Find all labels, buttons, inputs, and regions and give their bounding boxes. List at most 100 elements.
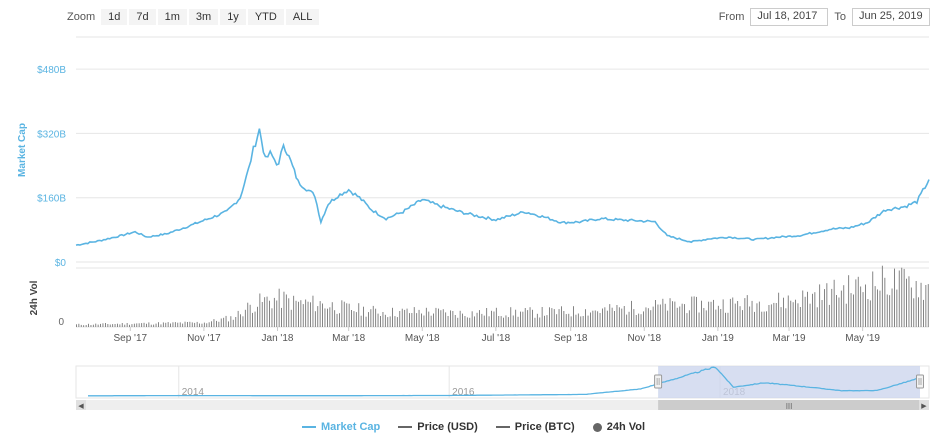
volume-bar [435, 307, 437, 327]
x-tick-label: Nov '18 [627, 333, 661, 344]
volume-bar [158, 322, 159, 327]
volume-bar [351, 310, 352, 327]
volume-bar [423, 315, 425, 327]
volume-bar [742, 310, 743, 327]
zoom-1m-button[interactable]: 1m [157, 9, 187, 25]
zoom-ytd-button[interactable]: YTD [247, 9, 284, 25]
navigator-tick-label: 2016 [452, 387, 475, 398]
volume-bar [293, 295, 295, 327]
volume-bar [790, 300, 792, 327]
volume-bar [853, 294, 854, 327]
zoom-7d-button[interactable]: 7d [129, 9, 156, 25]
scrollbar-thumb [658, 400, 920, 410]
volume-bar [317, 306, 319, 327]
market-cap-swatch [301, 426, 316, 428]
zoom-label: Zoom [67, 11, 96, 23]
x-tick-label: Mar '19 [773, 333, 806, 344]
volume-bar [76, 324, 77, 327]
volume-bar [563, 311, 565, 327]
volume-bar [252, 312, 253, 327]
volume-bar [507, 317, 509, 327]
volume-bar [580, 316, 582, 327]
volume-bar [211, 321, 212, 327]
volume-bar [809, 303, 811, 327]
volume-bar [611, 307, 613, 327]
volume-bar [191, 322, 193, 327]
volume-bar [119, 324, 121, 327]
volume-bar [290, 309, 292, 327]
zoom-1d-button[interactable]: 1d [101, 9, 128, 25]
scrollbar-left-button [76, 400, 86, 410]
volume-bar [503, 317, 504, 327]
navigator-left-handle [654, 374, 663, 389]
volume-bar [257, 306, 258, 327]
price-btc-swatch [495, 426, 510, 428]
volume-bar [95, 323, 97, 327]
volume-bar [269, 300, 270, 327]
from-date-input[interactable]: Jul 18, 2017 [750, 8, 829, 26]
volume-bar [590, 312, 591, 327]
volume-bar [278, 288, 280, 327]
zoom-1y-button[interactable]: 1y [220, 9, 246, 25]
volume-bar [701, 300, 702, 327]
volume-bar [889, 295, 891, 327]
volume-bar [623, 306, 625, 327]
volume-bar [633, 309, 635, 327]
volume-bar [631, 300, 632, 327]
volume-bar [247, 302, 249, 327]
volume-bar [708, 301, 710, 327]
volume-bar [691, 296, 693, 327]
volume-bar [766, 311, 767, 327]
volume-bar [923, 299, 924, 327]
volume-bar [684, 304, 685, 327]
volume-bar [756, 303, 758, 327]
volume-bar [486, 308, 488, 327]
volume-bar [549, 307, 550, 327]
volume-bar [129, 324, 130, 327]
volume-bar [404, 309, 406, 327]
volume-bar [908, 276, 910, 327]
scroll-right-arrow-icon: ▶ [921, 403, 927, 410]
volume-bar [614, 311, 615, 327]
volume-bar [650, 310, 652, 327]
y-axis-title: Market Cap [17, 123, 28, 177]
legend-item-market-cap[interactable]: Market Cap [301, 421, 380, 433]
scrollbar-grip: III [786, 402, 793, 411]
volume-bar [725, 312, 726, 327]
x-tick-label: Sep '18 [554, 333, 588, 344]
volume-bar [906, 278, 907, 327]
volume-bar [763, 311, 765, 327]
volume-bar [814, 292, 816, 327]
legend-item-price-btc[interactable]: Price (BTC) [495, 421, 575, 433]
volume-bar [517, 316, 519, 327]
volume-bar [710, 301, 712, 327]
volume-bar [679, 306, 681, 327]
volume-bar [881, 265, 883, 327]
zoom-3m-button[interactable]: 3m [188, 9, 219, 25]
volume-bar [167, 322, 169, 327]
legend-item-24h-vol[interactable]: 24h Vol [592, 421, 645, 433]
volume-bar [524, 308, 526, 327]
volume-bar [276, 300, 278, 327]
to-date-input[interactable]: Jun 25, 2019 [852, 8, 930, 26]
volume-bar [845, 303, 847, 327]
volume-bar [705, 310, 707, 327]
volume-bar [867, 299, 869, 327]
volume-bar [643, 311, 644, 327]
legend-item-price-usd[interactable]: Price (USD) [398, 421, 478, 433]
volume-bar [148, 322, 150, 327]
volume-bar [377, 313, 379, 327]
volume-bar [836, 295, 837, 327]
volume-bar [153, 324, 155, 327]
zoom-all-button[interactable]: ALL [285, 9, 320, 25]
volume-bar [425, 307, 427, 327]
volume-bar [713, 299, 714, 327]
volume-bar [165, 322, 167, 327]
volume-bar [384, 314, 386, 327]
volume-bar [688, 310, 690, 327]
volume-bar [626, 314, 628, 327]
volume-bar [232, 319, 234, 327]
volume-bar [179, 322, 181, 327]
volume-bar [546, 315, 548, 327]
volume-bar [558, 309, 560, 327]
